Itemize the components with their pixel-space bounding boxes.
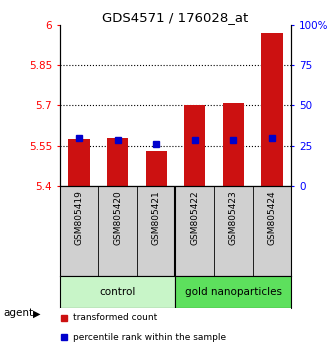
Text: GSM805424: GSM805424 — [267, 190, 276, 245]
Bar — [146, 152, 167, 186]
Text: GSM805422: GSM805422 — [190, 190, 199, 245]
Text: GSM805419: GSM805419 — [74, 190, 83, 245]
Text: control: control — [99, 287, 136, 297]
Bar — [223, 103, 244, 186]
Text: percentile rank within the sample: percentile rank within the sample — [73, 333, 227, 342]
Bar — [184, 105, 205, 186]
Text: transformed count: transformed count — [73, 313, 158, 322]
Bar — [175, 276, 291, 308]
Text: GSM805421: GSM805421 — [152, 190, 161, 245]
Bar — [107, 137, 128, 186]
Text: GSM805423: GSM805423 — [229, 190, 238, 245]
Text: ▶: ▶ — [33, 308, 41, 318]
Text: agent: agent — [3, 308, 33, 318]
Text: gold nanoparticles: gold nanoparticles — [185, 287, 282, 297]
Bar — [261, 33, 283, 186]
Title: GDS4571 / 176028_at: GDS4571 / 176028_at — [102, 11, 249, 24]
Bar — [68, 139, 89, 186]
Bar — [60, 276, 175, 308]
Text: GSM805420: GSM805420 — [113, 190, 122, 245]
